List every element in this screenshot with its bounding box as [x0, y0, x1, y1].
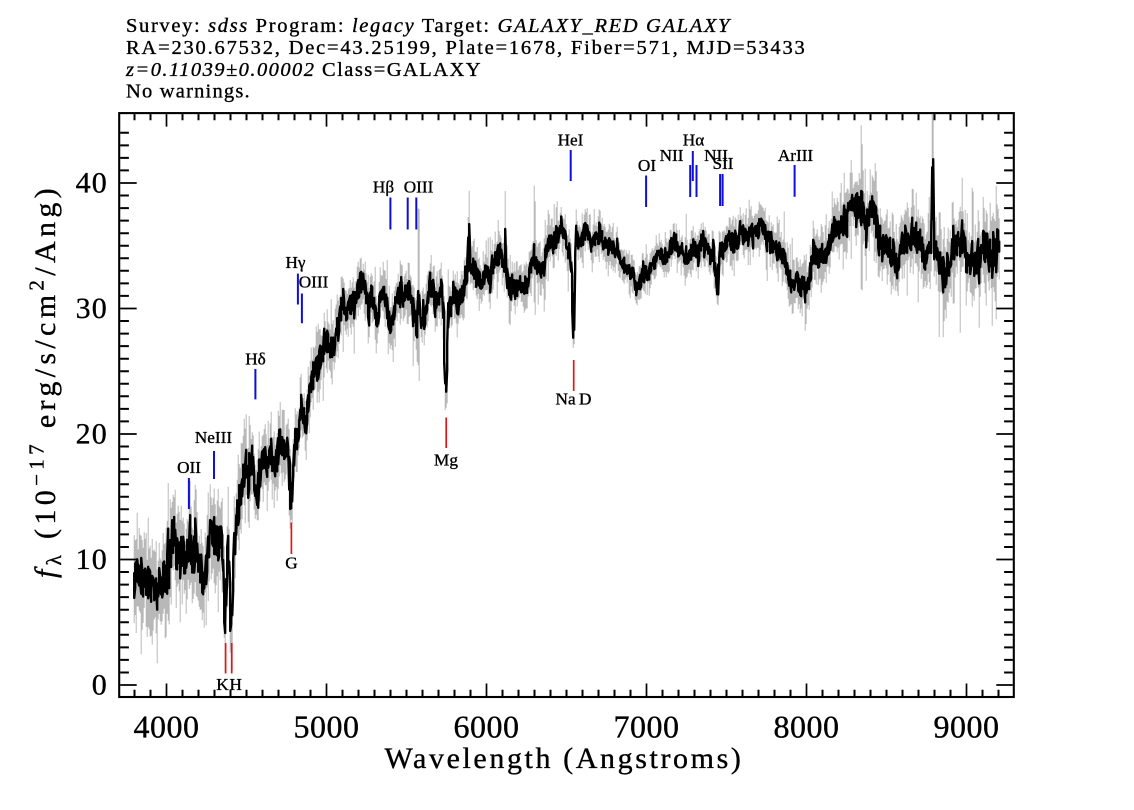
svg-text:HeI: HeI [558, 131, 584, 150]
svg-text:Hα: Hα [683, 131, 704, 150]
svg-text:SII: SII [712, 154, 733, 173]
svg-text:z=0.11039±0.00002 Class=GALAXY: z=0.11039±0.00002 Class=GALAXY [125, 59, 482, 81]
svg-text:Wavelength (Angstroms): Wavelength (Angstroms) [385, 742, 744, 775]
svg-text:Na D: Na D [556, 390, 592, 409]
svg-text:Hβ: Hβ [373, 178, 394, 197]
svg-text:40: 40 [76, 167, 108, 200]
svg-text:OIII: OIII [404, 178, 434, 197]
svg-text:K: K [216, 675, 229, 694]
svg-text:Mg: Mg [434, 451, 458, 470]
svg-text:30: 30 [76, 292, 108, 325]
svg-text:OI: OI [638, 156, 656, 175]
svg-text:4000: 4000 [134, 709, 200, 745]
svg-text:NII: NII [660, 146, 684, 165]
svg-text:0: 0 [92, 669, 108, 702]
svg-text:8000: 8000 [774, 709, 840, 745]
svg-text:G: G [285, 554, 297, 573]
svg-text:Hδ: Hδ [245, 350, 266, 369]
svg-text:H: H [229, 675, 241, 694]
svg-text:RA=230.67532, Dec=43.25199, Pl: RA=230.67532, Dec=43.25199, Plate=1678, … [126, 37, 807, 59]
svg-text:7000: 7000 [614, 709, 680, 745]
svg-text:ArIII: ArIII [778, 146, 814, 165]
svg-text:OIII: OIII [299, 273, 329, 292]
svg-text:fλ (10−17 erg/s/cm2/Ang): fλ (10−17 erg/s/cm2/Ang) [25, 184, 67, 578]
svg-text:5000: 5000 [294, 709, 360, 745]
svg-text:9000: 9000 [934, 709, 1000, 745]
svg-text:OII: OII [177, 458, 201, 477]
svg-text:6000: 6000 [454, 709, 520, 745]
svg-text:NII: NII [704, 146, 728, 165]
svg-text:NeIII: NeIII [195, 428, 232, 447]
svg-text:20: 20 [76, 418, 108, 451]
svg-text:No warnings.: No warnings. [126, 81, 251, 103]
svg-text:Hγ: Hγ [285, 253, 305, 272]
svg-text:10: 10 [76, 543, 108, 576]
svg-text:Survey: sdss Program: legacy T: Survey: sdss Program: legacy Target: GAL… [126, 15, 732, 37]
